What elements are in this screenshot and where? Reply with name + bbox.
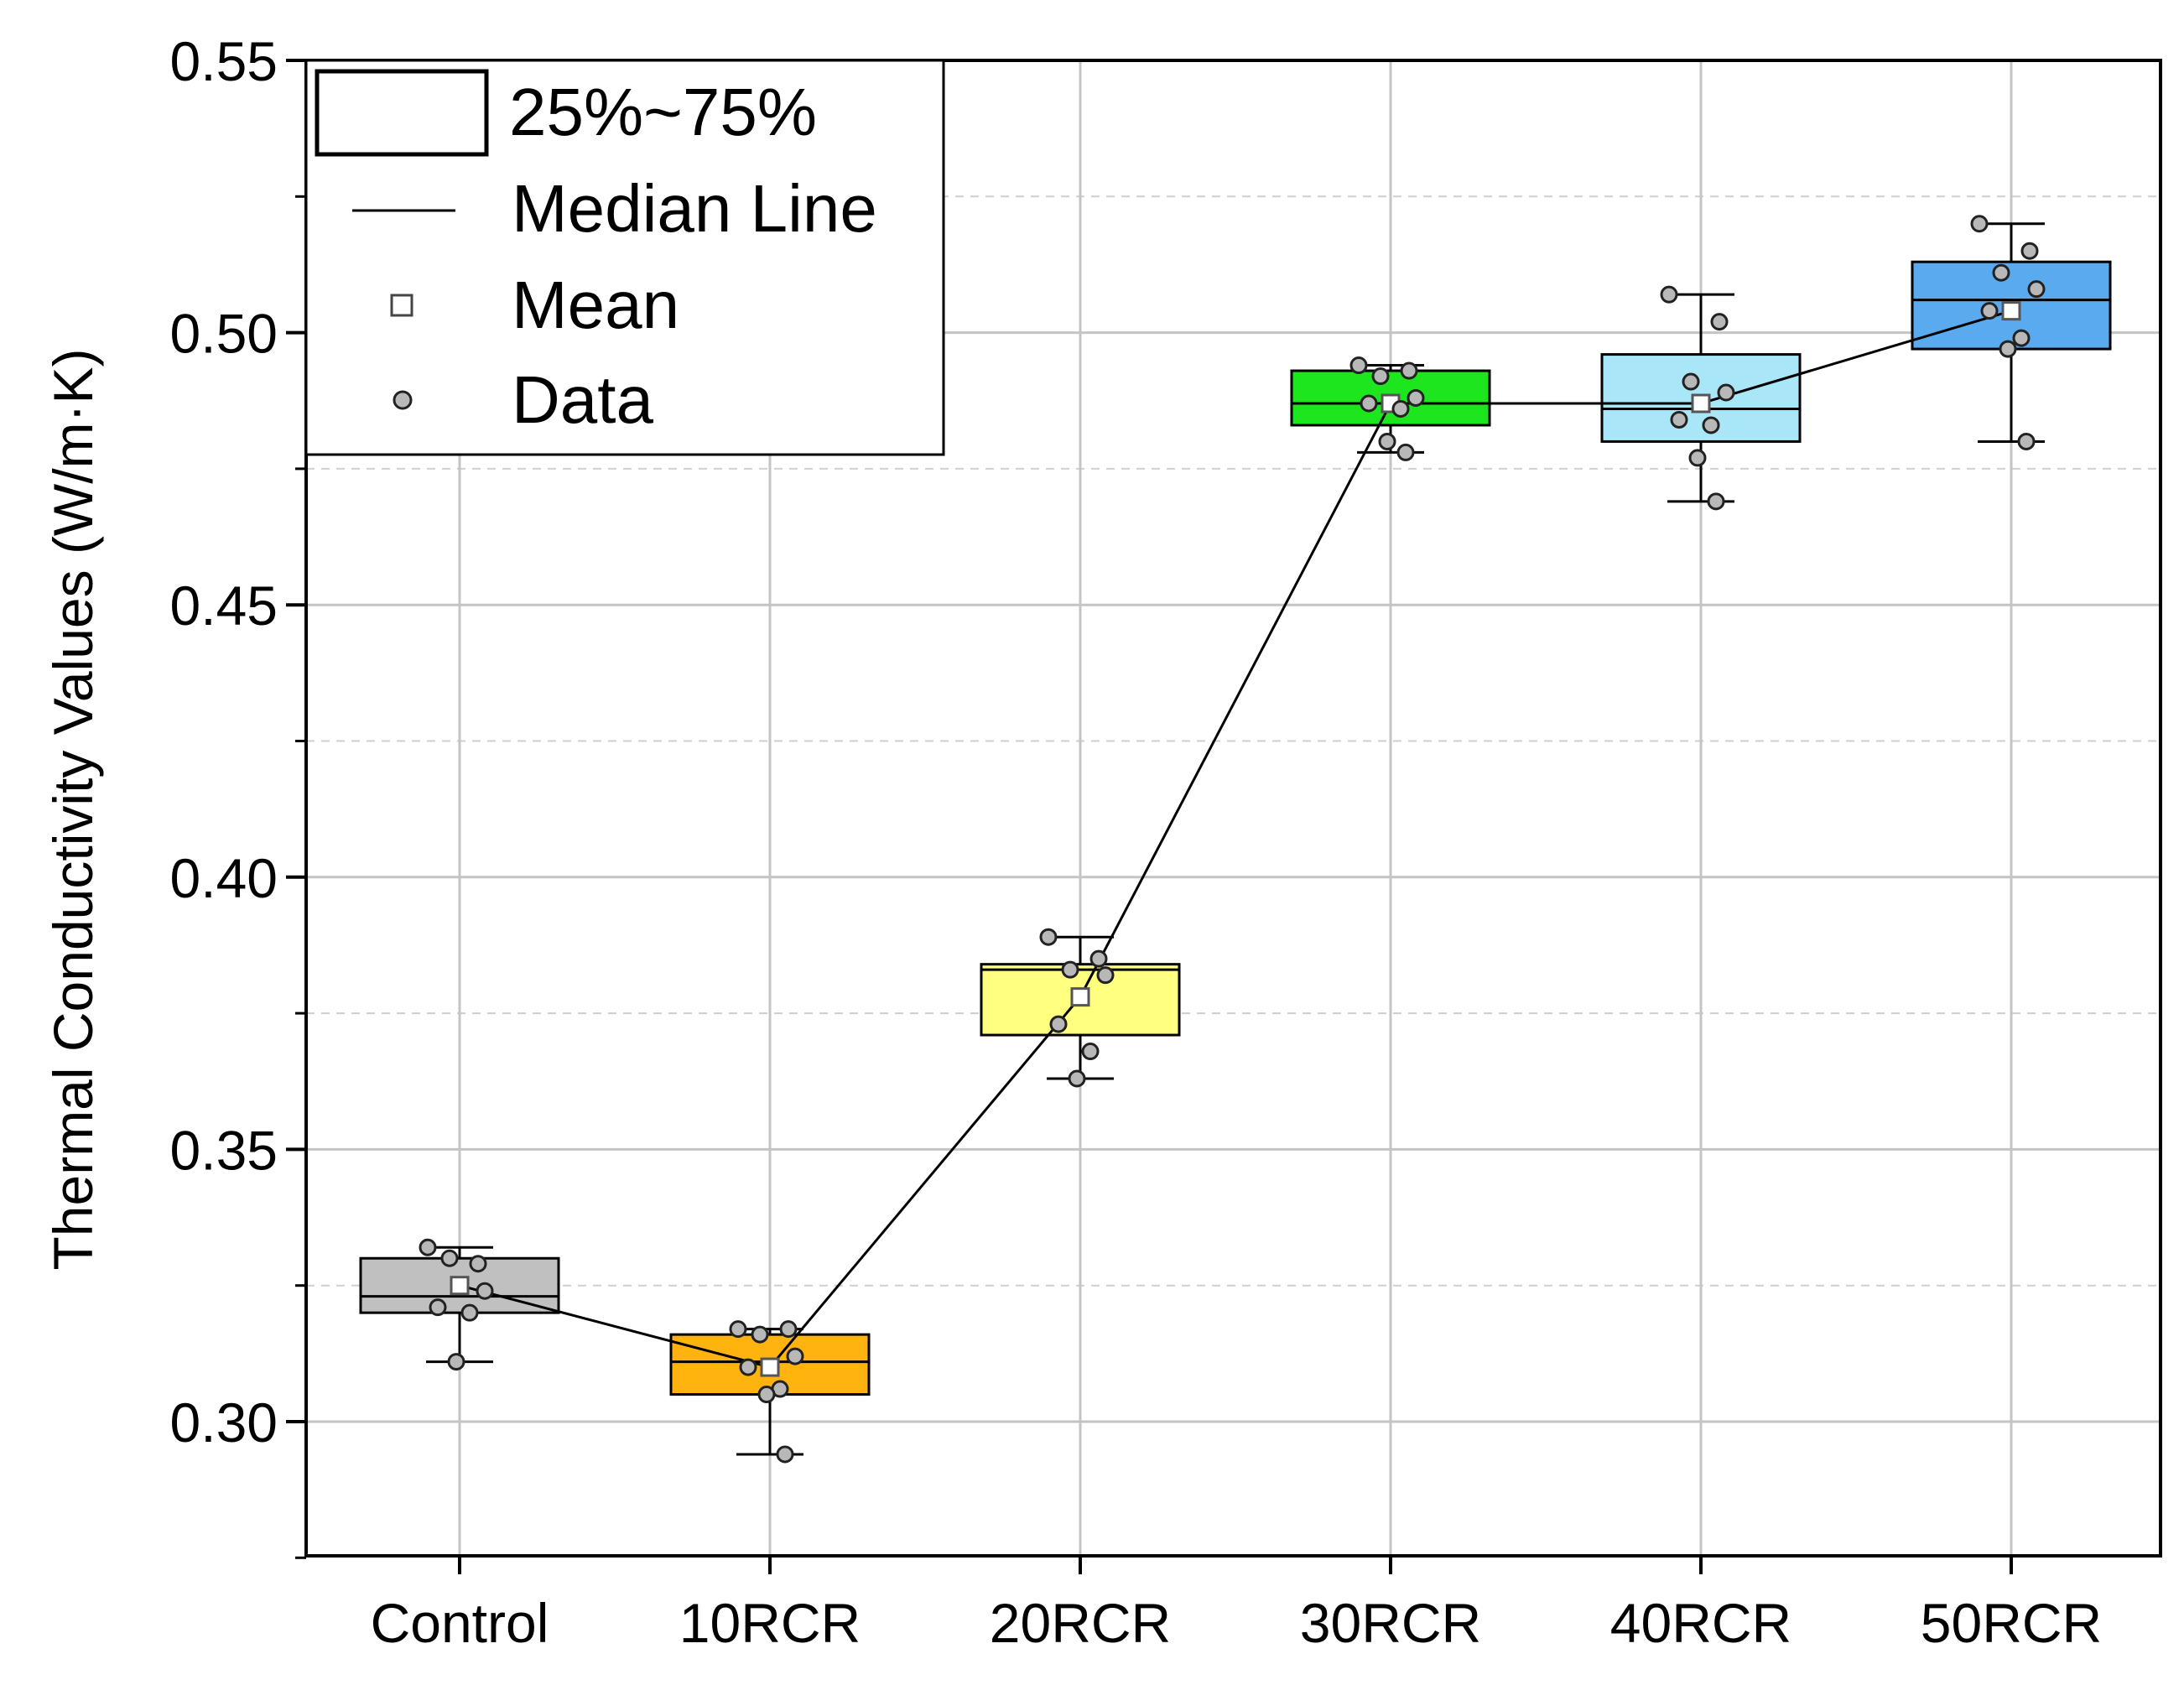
mean-connecting-line <box>459 309 2012 1369</box>
data-point <box>1081 1043 1100 1061</box>
data-point <box>776 1445 794 1464</box>
legend: 25%~75% Median Line Mean Data <box>304 59 945 456</box>
data-point <box>1688 449 1707 467</box>
x-tick-label: Control <box>371 1592 549 1654</box>
data-point <box>419 1238 437 1256</box>
data-point <box>739 1358 757 1376</box>
plot-area <box>359 215 2112 1464</box>
legend-median-label: Median Line <box>512 171 877 246</box>
data-point <box>1400 361 1418 380</box>
data-point <box>786 1347 804 1365</box>
data-point <box>751 1325 769 1344</box>
x-tick-label: 40RCR <box>1610 1592 1791 1654</box>
data-point <box>1707 492 1725 511</box>
data-point <box>1089 949 1108 968</box>
legend-mean-swatch <box>390 294 413 317</box>
data-point <box>2020 242 2039 260</box>
data-point <box>1670 410 1688 429</box>
data-point <box>1682 372 1700 391</box>
data-point <box>1710 313 1729 331</box>
data-point <box>1371 367 1390 386</box>
legend-data-label: Data <box>512 362 653 437</box>
y-tick-label: 0.30 <box>170 1391 278 1454</box>
data-point <box>1061 960 1079 979</box>
mean-marker <box>1070 987 1090 1007</box>
data-point <box>1396 443 1415 461</box>
data-point <box>469 1255 487 1273</box>
y-tick-label: 0.35 <box>170 1119 278 1181</box>
data-point <box>2017 432 2036 450</box>
mean-marker <box>450 1276 470 1296</box>
box-iqr <box>980 963 1181 1037</box>
data-point <box>1970 215 1989 233</box>
y-axis-label: Thermal Conductivity Values (W/m·K) <box>42 348 104 1270</box>
data-point <box>429 1298 447 1317</box>
data-point <box>779 1320 798 1339</box>
data-point <box>1702 416 1720 434</box>
data-point <box>440 1249 459 1267</box>
mean-marker <box>760 1357 780 1377</box>
x-tick-label: 20RCR <box>990 1592 1171 1654</box>
data-point <box>1717 383 1735 402</box>
legend-box-label: 25%~75% <box>509 75 817 149</box>
data-point <box>729 1320 747 1339</box>
data-point <box>1407 389 1425 408</box>
mean-marker <box>1691 393 1711 413</box>
legend-data-swatch <box>393 390 413 410</box>
data-point <box>1999 340 2017 358</box>
x-tick-label: 50RCR <box>1921 1592 2102 1654</box>
data-point <box>1992 263 2010 282</box>
legend-mean-label: Mean <box>512 268 679 342</box>
data-point <box>2012 329 2031 347</box>
y-tick-label: 0.45 <box>170 575 278 637</box>
data-point <box>1660 285 1678 304</box>
data-point <box>460 1303 479 1322</box>
y-tick-label: 0.55 <box>170 30 278 92</box>
data-point <box>2027 280 2046 299</box>
data-point <box>1049 1015 1068 1033</box>
data-point <box>1378 432 1396 450</box>
data-point <box>1349 356 1368 375</box>
data-point <box>1096 966 1115 985</box>
legend-box-swatch <box>315 69 489 157</box>
data-point <box>447 1353 465 1371</box>
data-point <box>1980 302 1999 320</box>
data-point <box>1068 1069 1086 1088</box>
data-point <box>1039 928 1058 946</box>
data-point <box>1391 399 1410 418</box>
x-tick-label: 10RCR <box>679 1592 861 1654</box>
mean-marker <box>2001 301 2021 321</box>
plot-frame <box>304 59 2162 1558</box>
y-tick-label: 0.40 <box>170 847 278 909</box>
x-tick-label: 30RCR <box>1300 1592 1481 1654</box>
data-point <box>476 1282 494 1300</box>
data-point <box>757 1386 776 1404</box>
data-point <box>1360 394 1378 413</box>
y-tick-label: 0.50 <box>170 303 278 365</box>
axes: 0.30 0.35 0.40 0.45 0.50 0.55 Control 10RCR 20RC… <box>170 30 2103 1654</box>
